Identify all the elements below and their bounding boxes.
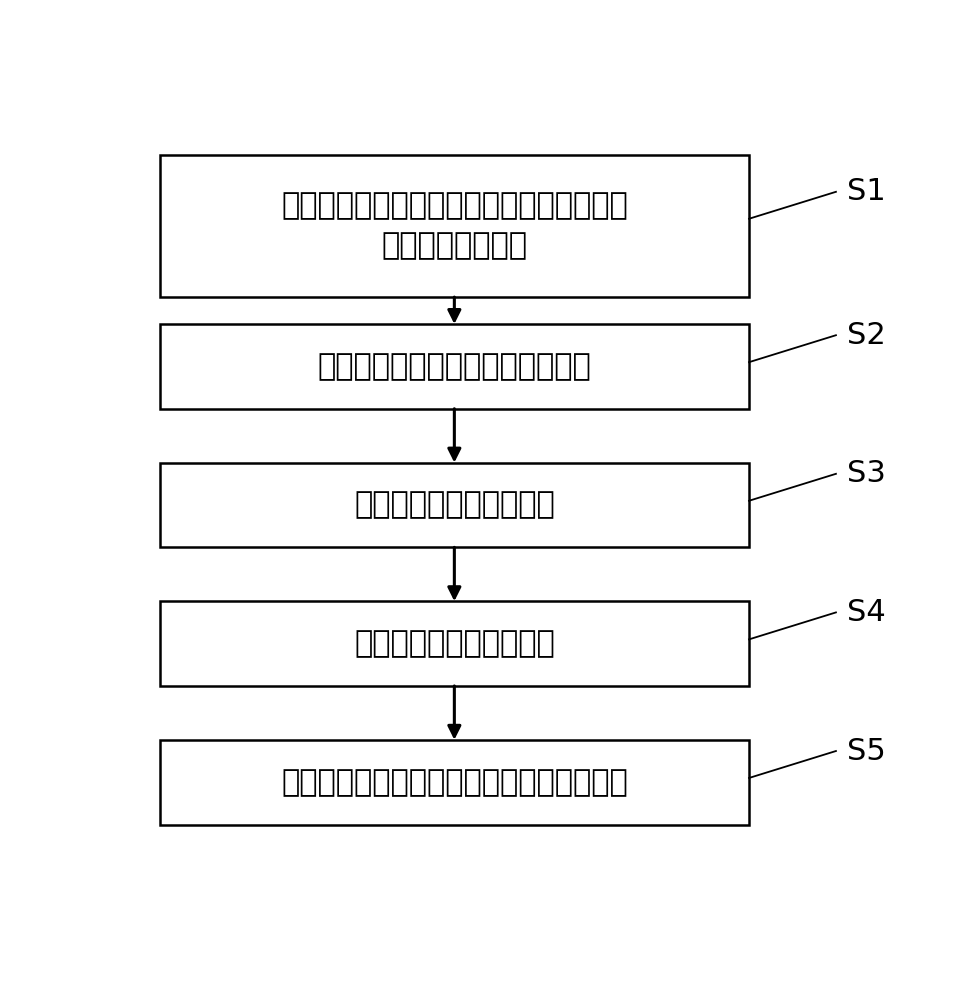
Bar [160, 463, 749, 547]
Text: S4: S4 [847, 598, 886, 627]
Bar [160, 155, 749, 297]
Bar [160, 740, 749, 825]
Bar [160, 601, 749, 686]
Text: S2: S2 [847, 321, 886, 350]
Bar [160, 324, 749, 409]
Text: S3: S3 [847, 459, 886, 488]
Text: 建立带噪声参数的基于动态运动基元的六足
机器人动力学系统: 建立带噪声参数的基于动态运动基元的六足 机器人动力学系统 [281, 191, 628, 261]
Text: 确定控制系统的代价函数: 确定控制系统的代价函数 [354, 629, 555, 658]
Text: 确定变增益表的表式形式: 确定变增益表的表式形式 [354, 490, 555, 520]
Text: 确定基于路径积分学习算法的参数更新规则: 确定基于路径积分学习算法的参数更新规则 [281, 768, 628, 797]
Text: S1: S1 [847, 177, 886, 206]
Text: 基于阻抗控制确定力矩控制表达式: 基于阻抗控制确定力矩控制表达式 [318, 352, 591, 381]
Text: S5: S5 [847, 737, 886, 766]
